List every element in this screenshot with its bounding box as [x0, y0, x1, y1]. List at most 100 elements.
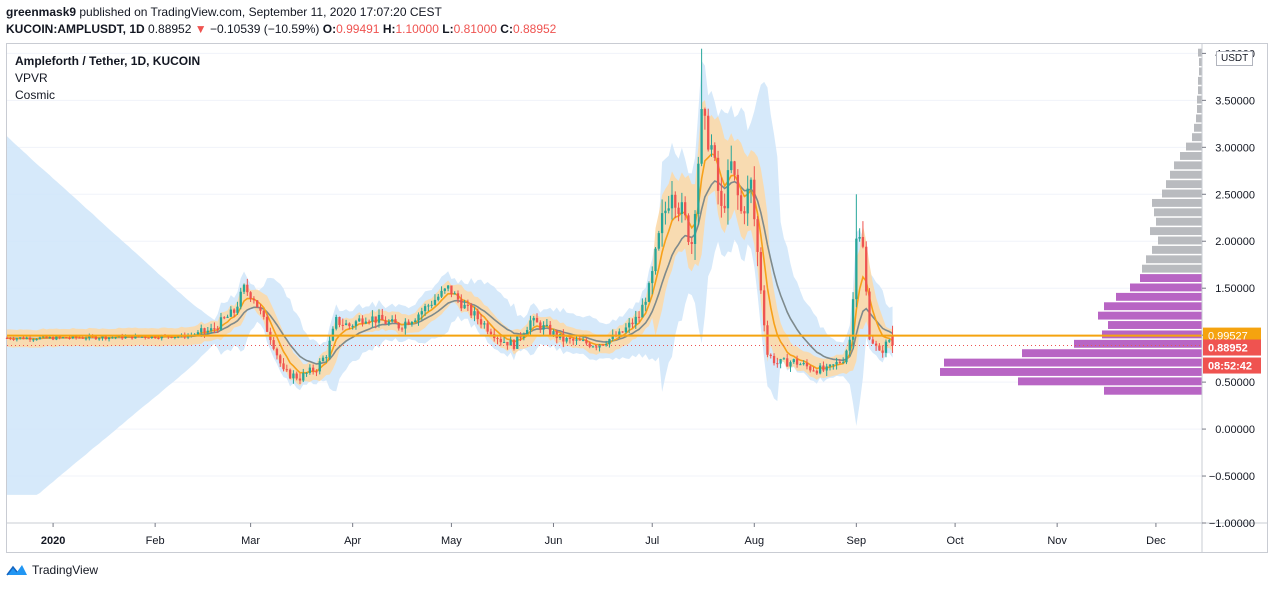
candle-body-159 [529, 320, 532, 331]
candle-body-171 [568, 337, 572, 339]
countdown-tag: 08:52:42 [1208, 361, 1252, 373]
candle-body-188 [624, 327, 628, 333]
candle-body-89 [298, 378, 302, 381]
candle-body-151 [502, 341, 506, 343]
candle-body-212 [703, 109, 707, 116]
candle-body-200 [664, 210, 667, 214]
volume-profile-row-10 [1186, 142, 1202, 151]
chart-frame [6, 43, 1268, 553]
candle-body-220 [730, 161, 733, 171]
volume-profile-row-29 [1108, 321, 1202, 329]
candle-body-174 [578, 339, 581, 341]
x-tick-label-10: Nov [1047, 535, 1067, 547]
candle-body-91 [305, 372, 308, 374]
candle-body-111 [371, 316, 374, 322]
candle-body-96 [321, 357, 325, 362]
tradingview-footer[interactable]: TradingView [6, 563, 98, 577]
x-tick-label-4: May [441, 535, 462, 547]
candle-body-225 [746, 188, 749, 214]
candle-body-238 [789, 362, 792, 367]
volume-profile-row-17 [1154, 208, 1202, 217]
candle-body-184 [611, 334, 614, 340]
y-tick-label-5: 1.50000 [1215, 283, 1255, 295]
candle-body-197 [654, 248, 657, 272]
y-tick-label-9: −0.50000 [1209, 471, 1255, 483]
close-label: C: [500, 22, 513, 36]
low-value: 0.81000 [453, 22, 497, 36]
candle-body-195 [647, 283, 651, 302]
candle-body-27 [94, 336, 98, 340]
candle-body-194 [644, 301, 647, 305]
candle-body-143 [476, 311, 479, 320]
candle-body-118 [394, 319, 397, 323]
candle-body-139 [463, 304, 466, 309]
candle-body-129 [430, 304, 433, 306]
high-value: 1.10000 [395, 22, 439, 36]
candle-body-68 [229, 309, 233, 317]
volume-profile-row-0 [1198, 48, 1202, 57]
candle-body-239 [792, 359, 795, 363]
candle-body-98 [328, 340, 331, 358]
candle-body-114 [381, 314, 384, 321]
candle-body-265 [878, 345, 881, 351]
currency-unit-button[interactable]: USDT [1216, 51, 1254, 66]
candle-body-6 [25, 337, 28, 339]
candle-body-81 [272, 340, 275, 349]
candle-body-266 [881, 350, 884, 353]
legend-cosmic[interactable]: Cosmic [15, 88, 56, 102]
candle-body-70 [236, 306, 239, 313]
candle-body-78 [262, 310, 265, 317]
volume-profile-row-30 [1102, 330, 1202, 339]
candle-body-116 [387, 321, 391, 325]
volume-profile-row-22 [1146, 255, 1202, 264]
candle-body-226 [749, 179, 753, 189]
candle-body-146 [486, 323, 489, 332]
volume-profile-row-8 [1194, 123, 1202, 132]
x-tick-label-2: Mar [241, 535, 260, 547]
candle-body-18 [65, 337, 68, 339]
candle-body-75 [252, 298, 256, 301]
candle-body-252 [835, 361, 838, 365]
candle-body-216 [716, 157, 720, 191]
candle-body-196 [651, 271, 654, 284]
candle-body-104 [348, 323, 351, 327]
legend-title[interactable]: Ampleforth / Tether, 1D, KUCOIN [15, 54, 201, 68]
candle-body-160 [532, 317, 535, 321]
candle-body-178 [591, 346, 595, 348]
candle-body-119 [397, 322, 400, 329]
candle-body-22 [78, 337, 81, 339]
candle-body-261 [865, 246, 868, 292]
candle-body-217 [720, 190, 723, 206]
candle-body-126 [420, 311, 423, 315]
candle-body-1 [9, 338, 12, 340]
candle-body-86 [288, 369, 292, 379]
cosmic-inner-band [7, 99, 893, 386]
candle-body-101 [338, 316, 341, 325]
candle-body-247 [818, 365, 822, 374]
candle-body-214 [710, 145, 713, 150]
candle-body-229 [759, 251, 763, 291]
open-value: 0.99491 [336, 22, 380, 36]
volume-profile-row-15 [1162, 189, 1202, 198]
candle-body-172 [572, 338, 575, 341]
candle-body-23 [81, 337, 84, 339]
legend-vpvr[interactable]: VPVR [15, 71, 48, 85]
candle-body-254 [842, 362, 845, 364]
candle-body-166 [552, 331, 555, 335]
candle-body-121 [404, 321, 407, 329]
candle-body-69 [232, 309, 236, 313]
candle-body-128 [427, 305, 430, 307]
candle-body-207 [687, 215, 690, 243]
candle-body-73 [246, 284, 249, 293]
candle-body-95 [318, 361, 321, 372]
candle-body-231 [766, 325, 769, 355]
candle-body-16 [58, 336, 61, 338]
candle-body-11 [42, 336, 45, 338]
candle-body-108 [361, 318, 364, 324]
author-name[interactable]: greenmask9 [6, 5, 77, 19]
candle-body-122 [407, 321, 410, 325]
last-price-tag: 0.88952 [1208, 343, 1248, 355]
candle-body-255 [845, 350, 848, 363]
candle-body-10 [38, 337, 42, 340]
candle-body-198 [657, 233, 660, 249]
